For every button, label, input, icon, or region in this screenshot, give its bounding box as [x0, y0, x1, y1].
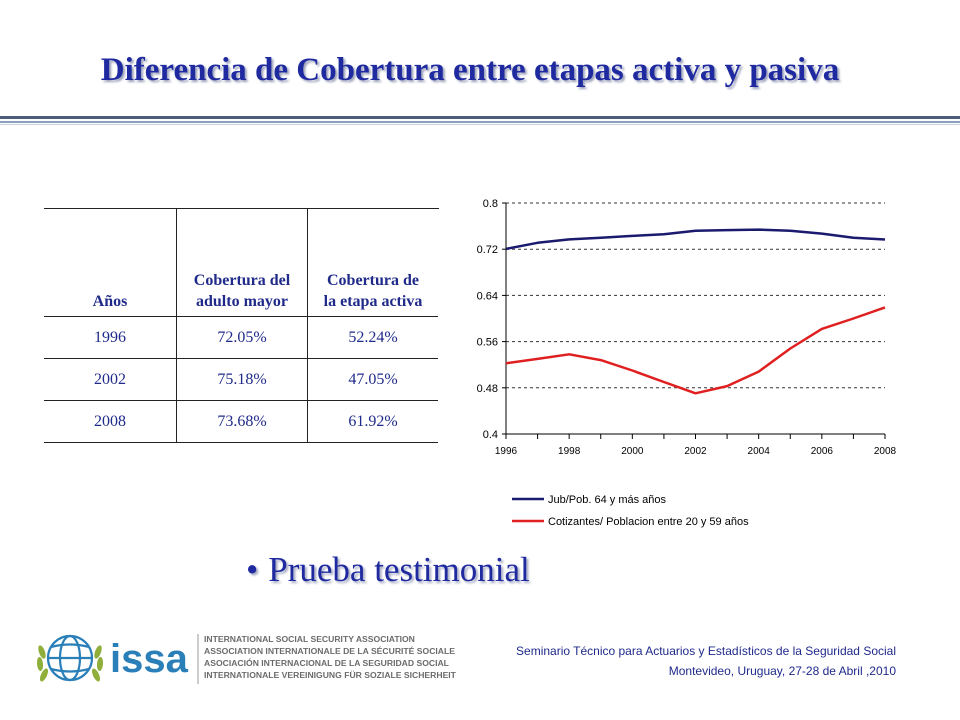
header-divider-2	[0, 121, 960, 123]
header-divider	[0, 116, 960, 119]
header-divider-3	[0, 124, 960, 125]
table-cell: 2008	[44, 400, 177, 443]
series-line-1	[505, 228, 886, 251]
page-title: Diferencia de Cobertura entre etapas act…	[100, 52, 840, 88]
logo-line-en: INTERNATIONAL SOCIAL SECURITY ASSOCIATIO…	[204, 634, 415, 644]
x-tick-label: 2002	[684, 446, 707, 457]
header-years: Años	[44, 208, 177, 317]
x-tick-label: 1998	[558, 446, 581, 457]
coverage-table: Años Cobertura del adulto mayor Cobertur…	[44, 208, 438, 443]
y-tick-label: 0.48	[477, 383, 498, 395]
table-cell: 73.68%	[176, 400, 308, 443]
table-cell: 61.92%	[307, 400, 438, 443]
series-line-2	[505, 306, 886, 395]
table-row: 2002 75.18% 47.05%	[44, 358, 438, 401]
legend-label-2: Cotizantes/ Poblacion entre 20 y 59 años	[548, 516, 749, 528]
table-cell: 72.05%	[176, 316, 308, 359]
x-tick-label: 2000	[621, 446, 644, 457]
table-cell: 47.05%	[307, 358, 438, 401]
header-elderly-coverage: Cobertura del adulto mayor	[176, 208, 308, 317]
header-active-coverage-text: Cobertura de la etapa activa	[323, 272, 423, 310]
laurel-icon	[36, 645, 104, 682]
logo-line-de: INTERNATIONALE VEREINIGUNG FÜR SOZIALE S…	[204, 670, 457, 680]
bullet-item: • Prueba testimonial	[246, 550, 530, 590]
y-tick-label: 0.72	[477, 244, 498, 256]
y-tick-label: 0.64	[477, 290, 498, 302]
header-elderly-coverage-text: Cobertura del adulto mayor	[193, 272, 291, 310]
table-cell: 75.18%	[176, 358, 308, 401]
footer: Seminario Técnico para Actuarios y Estad…	[516, 641, 896, 681]
x-tick-label: 2004	[748, 446, 771, 457]
x-tick-label: 1996	[495, 446, 518, 457]
coverage-line-chart: 0.8 0.72 0.64 0.56 0.48 0.4 1996 1998 2000 2002 20…	[477, 198, 897, 528]
legend-label-1: Jub/Pob. 64 y más años	[548, 494, 667, 506]
bullet-text: Prueba testimonial	[268, 550, 530, 589]
x-tick-label: 2008	[874, 446, 897, 457]
table-row: 2008 73.68% 61.92%	[44, 400, 438, 443]
table-cell: 52.24%	[307, 316, 438, 359]
issa-wordmark: issa	[110, 637, 189, 681]
y-tick-label: 0.4	[483, 429, 498, 441]
footer-line-1: Seminario Técnico para Actuarios y Estad…	[516, 644, 896, 658]
logo-line-fr: ASSOCIATION INTERNATIONALE DE LA SÉCURIT…	[204, 646, 455, 656]
footer-line-2: Montevideo, Uruguay, 27-28 de Abril ,201…	[668, 664, 896, 678]
y-tick-label: 0.8	[483, 198, 498, 210]
table-cell: 2002	[44, 358, 177, 401]
y-tick-label: 0.56	[477, 337, 498, 349]
globe-icon	[46, 634, 94, 682]
logo-line-es: ASOCIACIÓN INTERNACIONAL DE LA SEGURIDAD…	[204, 657, 449, 668]
table-header-row: Años Cobertura del adulto mayor Cobertur…	[44, 208, 438, 317]
bullet-dot: •	[246, 550, 259, 589]
x-tick-label: 2006	[811, 446, 834, 457]
table-cell: 1996	[44, 316, 177, 359]
issa-logo: issa INTERNATIONAL SOCIAL SECURITY ASSOC…	[28, 622, 478, 697]
header-active-coverage: Cobertura de la etapa activa	[307, 208, 438, 317]
table-row: 1996 72.05% 52.24%	[44, 316, 438, 359]
